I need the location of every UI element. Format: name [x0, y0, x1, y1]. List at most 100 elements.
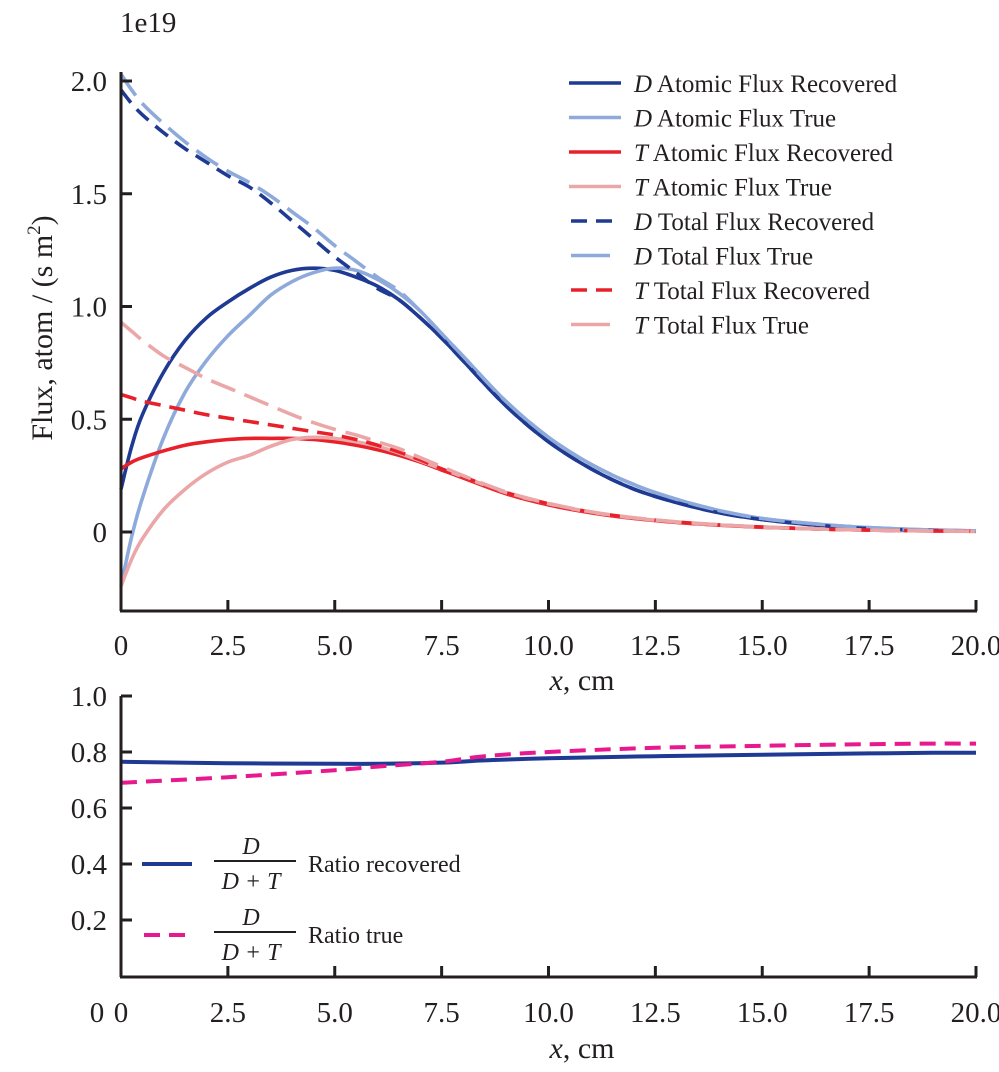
legend-label-text: Atomic Flux Recovered — [652, 71, 898, 98]
offset-label: 1e19 — [120, 7, 176, 39]
x-tick-label: 10.0 — [523, 630, 574, 662]
y-tick-label: 2.0 — [71, 66, 107, 98]
flux-panel: 1e19 0 2.5 5.0 7.5 10.0 12.5 15.0 17.5 20.0 0 0.5… — [24, 7, 999, 697]
y-tick-label: 0.8 — [71, 737, 107, 769]
x-ticks: 0 2.5 5.0 7.5 10.0 12.5 15.0 17.5 20.0 — [114, 600, 999, 662]
legend-label: D Atomic Flux True — [633, 106, 836, 133]
x-axis-label: x, cm — [549, 664, 615, 697]
series-line-d-d-t-ratio-recovered — [120, 750, 977, 766]
ratio-x-axis-label-unit: , cm — [563, 1032, 615, 1065]
x-tick-label: 2.5 — [210, 997, 246, 1029]
flux-series-group — [119, 73, 977, 587]
x-tick-label: 12.5 — [630, 630, 681, 662]
legend-item: T Atomic Flux True — [569, 175, 832, 202]
x-tick-label: 5.0 — [317, 997, 353, 1029]
legend-item: T Total Flux True — [571, 313, 809, 340]
x-tick-label: 0 — [114, 997, 129, 1029]
series-line-t-atomic-flux-recovered — [119, 436, 977, 534]
y-tick-label: 0.4 — [71, 849, 108, 881]
legend-label-text: Total Flux True — [648, 313, 809, 340]
y-axis-label: Flux, atom / (s m2) — [24, 215, 59, 440]
ratio-x-axis-label-var: x — [549, 1032, 564, 1065]
y-tick-label: 0 — [93, 517, 108, 549]
y-ticks: 0 0.5 1.0 1.5 2.0 — [71, 66, 132, 549]
legend-label: T Atomic Flux Recovered — [634, 140, 893, 167]
legend-label: T Total Flux Recovered — [634, 278, 870, 305]
series-line-t-total-flux-recovered — [120, 392, 977, 534]
x-tick-label: 7.5 — [424, 997, 460, 1029]
legend-label-text: Total Flux Recovered — [652, 209, 875, 236]
y-tick-label: 0.2 — [71, 905, 107, 937]
x-tick-label: 15.0 — [737, 630, 788, 662]
legend-label: T Total Flux True — [634, 313, 809, 340]
ratio-x-ticks: 0 2.5 5.0 7.5 10.0 12.5 15.0 17.5 20.0 — [114, 966, 999, 1029]
legend-label-var: D — [633, 71, 652, 98]
series-line-d-d-t-ratio-true — [120, 741, 977, 785]
series-line-d-atomic-flux-recovered — [119, 266, 977, 533]
ratio-legend-item: D D + T Ratio recovered — [142, 834, 461, 895]
y-axis-label-end: ) — [26, 215, 59, 225]
ratio-x-axis-label: x, cm — [549, 1032, 615, 1065]
legend-label: D Total Flux True — [633, 244, 813, 271]
y-axis-label-sup: 2 — [24, 225, 45, 235]
legend-item: T Atomic Flux Recovered — [569, 140, 893, 167]
fraction-numerator: D — [241, 834, 259, 860]
series-line-t-total-flux-true — [119, 320, 977, 534]
fraction-denominator: D + T — [221, 940, 283, 966]
ratio-panel: 0 2.5 5.0 7.5 10.0 12.5 15.0 17.5 20.0 0.2 0.4 0.6… — [71, 681, 999, 1065]
x-tick-label: 17.5 — [844, 997, 895, 1029]
ratio-legend-item: D D + T Ratio true — [144, 905, 403, 966]
y-tick-label: 1.5 — [71, 179, 107, 211]
y-tick-label: 0.6 — [71, 793, 107, 825]
x-tick-label: 17.5 — [844, 630, 895, 662]
x-tick-label: 2.5 — [210, 630, 246, 662]
y-axis-label-main: Flux, atom / (s m — [26, 235, 59, 441]
series-line-d-atomic-flux-true — [119, 266, 977, 587]
series-line-t-atomic-flux-true — [119, 435, 977, 587]
legend-label-text: Total Flux True — [652, 244, 813, 271]
x-tick-label: 7.5 — [424, 630, 460, 662]
legend-label: D Atomic Flux Recovered — [633, 71, 898, 98]
legend-item: D Total Flux True — [571, 244, 813, 271]
x-tick-label: 20.0 — [951, 997, 999, 1029]
legend-label: Ratio true — [308, 923, 403, 949]
legend-label-var: D — [633, 244, 652, 271]
legend-label-var: D — [633, 209, 652, 236]
legend-label-text: Atomic Flux True — [648, 175, 832, 202]
legend-item: D Total Flux Recovered — [571, 209, 875, 236]
legend-label: T Atomic Flux True — [634, 175, 832, 202]
x-tick-label: 20.0 — [951, 630, 999, 662]
legend-label: D Total Flux Recovered — [633, 209, 875, 236]
x-tick-label: 0 — [114, 630, 129, 662]
y-tick-label: 0.5 — [71, 404, 107, 436]
ratio-y-ticks: 0.2 0.4 0.6 0.8 1.0 0 — [71, 681, 132, 1029]
legend-label-var: T — [634, 175, 650, 202]
legend-label-var: T — [634, 140, 650, 167]
x-axis-label-unit: , cm — [563, 664, 615, 697]
y-tick-label-zero: 0 — [90, 997, 105, 1029]
x-tick-label: 5.0 — [317, 630, 353, 662]
x-tick-label: 12.5 — [630, 997, 681, 1029]
legend-label-var: D — [633, 106, 652, 133]
legend-item: D Atomic Flux True — [569, 106, 836, 133]
legend-label-text: Atomic Flux Recovered — [648, 140, 894, 167]
fraction-denominator: D + T — [221, 869, 283, 895]
legend-label-text: Atomic Flux True — [652, 106, 836, 133]
fraction-numerator: D — [241, 905, 259, 931]
ratio-legend: D D + T Ratio recovered D D + T Ratio true — [142, 834, 461, 966]
ratio-series-group — [120, 741, 977, 785]
series-line-d-total-flux-true — [119, 73, 977, 533]
y-tick-label: 1.0 — [71, 681, 107, 713]
x-tick-label: 15.0 — [737, 997, 788, 1029]
y-tick-label: 1.0 — [71, 292, 107, 324]
legend-label-text: Total Flux Recovered — [648, 278, 871, 305]
legend-label-var: T — [634, 278, 650, 305]
legend-label: Ratio recovered — [308, 852, 461, 878]
legend-item: T Total Flux Recovered — [571, 278, 870, 305]
legend-label-var: T — [634, 313, 650, 340]
legend-item: D Atomic Flux Recovered — [569, 71, 898, 98]
x-tick-label: 10.0 — [523, 997, 574, 1029]
x-axis-label-var: x — [549, 664, 564, 697]
